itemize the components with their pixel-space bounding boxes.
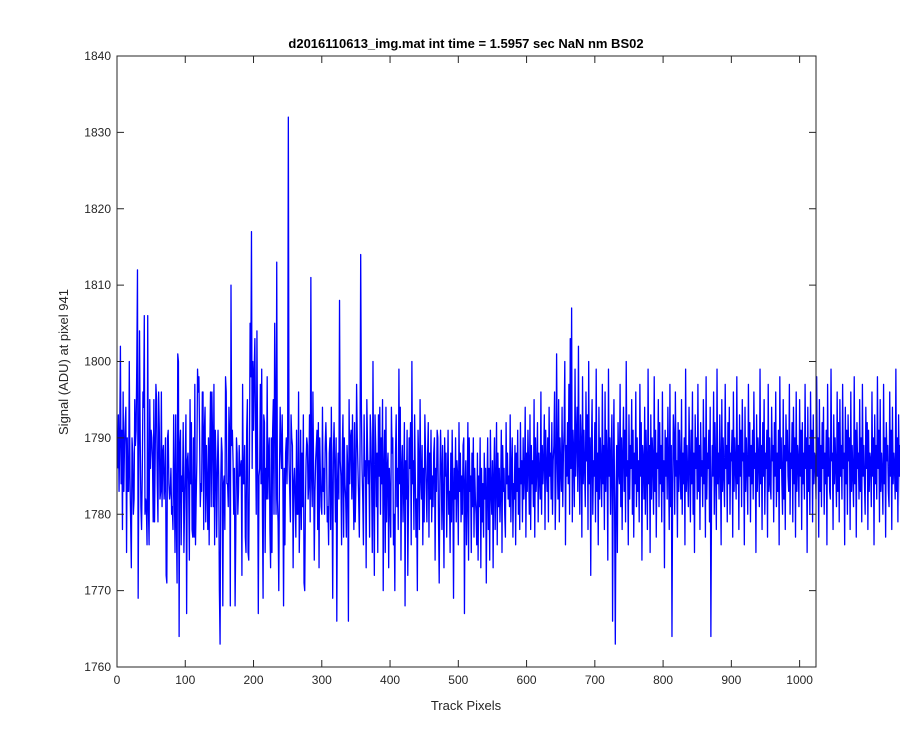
x-axis: 0 100 200 300 400 500 600 700 800 900 1000 [114,56,813,687]
x-tick-label: 700 [585,673,605,687]
y-tick-label: 1820 [84,202,111,216]
x-tick-label: 0 [114,673,121,687]
x-axis-label: Track Pixels [431,698,502,713]
x-tick-label: 900 [721,673,741,687]
x-tick-label: 100 [175,673,195,687]
plot-area [117,56,816,667]
y-tick-label: 1840 [84,49,111,63]
y-tick-label: 1770 [84,584,111,598]
x-tick-label: 1000 [786,673,813,687]
x-tick-label: 200 [244,673,264,687]
x-tick-label: 500 [448,673,468,687]
y-tick-label: 1800 [84,355,111,369]
y-tick-label: 1780 [84,507,111,521]
x-tick-label: 600 [517,673,537,687]
x-tick-label: 800 [653,673,673,687]
y-axis-label: Signal (ADU) at pixel 941 [56,289,71,435]
chart-title: d2016110613_img.mat int time = 1.5957 se… [288,36,643,51]
y-tick-label: 1830 [84,125,111,139]
y-tick-label: 1760 [84,660,111,674]
series-layer [117,116,900,645]
y-axis: 1760 1770 1780 1790 1800 1810 1820 1830 1840 [84,49,816,674]
y-tick-label: 1790 [84,431,111,445]
series-line-0 [117,116,900,645]
y-tick-label: 1810 [84,278,111,292]
x-tick-label: 300 [312,673,332,687]
x-tick-label: 400 [380,673,400,687]
